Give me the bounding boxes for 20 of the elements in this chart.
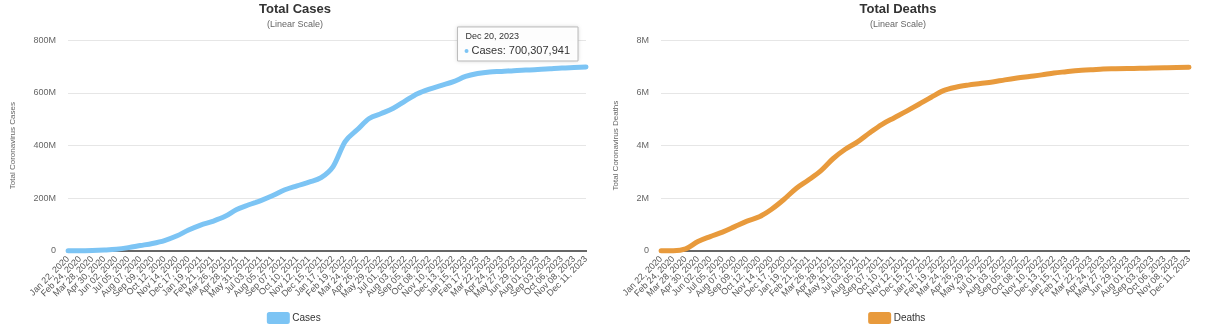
y-tick-label: 200M xyxy=(33,192,57,203)
annotation: Dec 20, 2023 xyxy=(465,31,520,42)
annotation: Cases: 700,307,941 xyxy=(471,43,571,56)
y-axis-title: Total Coronavirus Deaths xyxy=(611,100,620,191)
y-tick-label: 6M xyxy=(636,87,650,98)
chart-subtitle: (Linear Scale) xyxy=(869,19,927,30)
chart-subtitle: (Linear Scale) xyxy=(266,19,324,30)
y-axis-title: Total Coronavirus Cases xyxy=(8,102,17,190)
y-tick-label: 8M xyxy=(636,34,650,45)
y-tick-label: 600M xyxy=(33,87,57,98)
y-tick-label: 4M xyxy=(636,140,650,151)
legend-label: Deaths xyxy=(893,311,926,323)
y-tick-label: 0 xyxy=(51,245,57,256)
legend-label: Cases xyxy=(292,311,321,323)
chart-title: Total Cases xyxy=(258,1,332,17)
chart-title: Total Deaths xyxy=(859,1,937,17)
y-tick-label: 0 xyxy=(644,245,650,256)
y-tick-label: 400M xyxy=(33,140,57,151)
y-tick-label: 2M xyxy=(636,192,650,203)
y-tick-label: 800M xyxy=(33,34,57,45)
